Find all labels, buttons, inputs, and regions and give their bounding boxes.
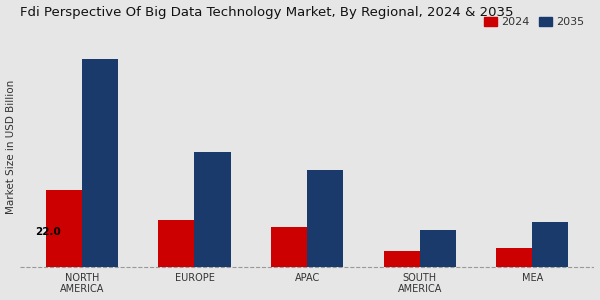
Bar <box>383 251 419 267</box>
Y-axis label: Market Size in USD Billion: Market Size in USD Billion <box>5 80 16 214</box>
Text: Fdi Perspective Of Big Data Technology Market, By Regional, 2024 & 2035: Fdi Perspective Of Big Data Technology M… <box>20 6 513 19</box>
Bar <box>82 58 118 267</box>
Text: 22.0: 22.0 <box>35 227 61 237</box>
Bar <box>158 220 194 267</box>
Bar <box>46 190 82 267</box>
Bar <box>307 169 343 267</box>
Legend: 2024, 2035: 2024, 2035 <box>479 12 589 32</box>
Bar <box>271 227 307 267</box>
Bar <box>496 248 532 267</box>
Bar <box>419 230 456 267</box>
Bar <box>532 221 568 267</box>
Bar <box>194 152 230 267</box>
